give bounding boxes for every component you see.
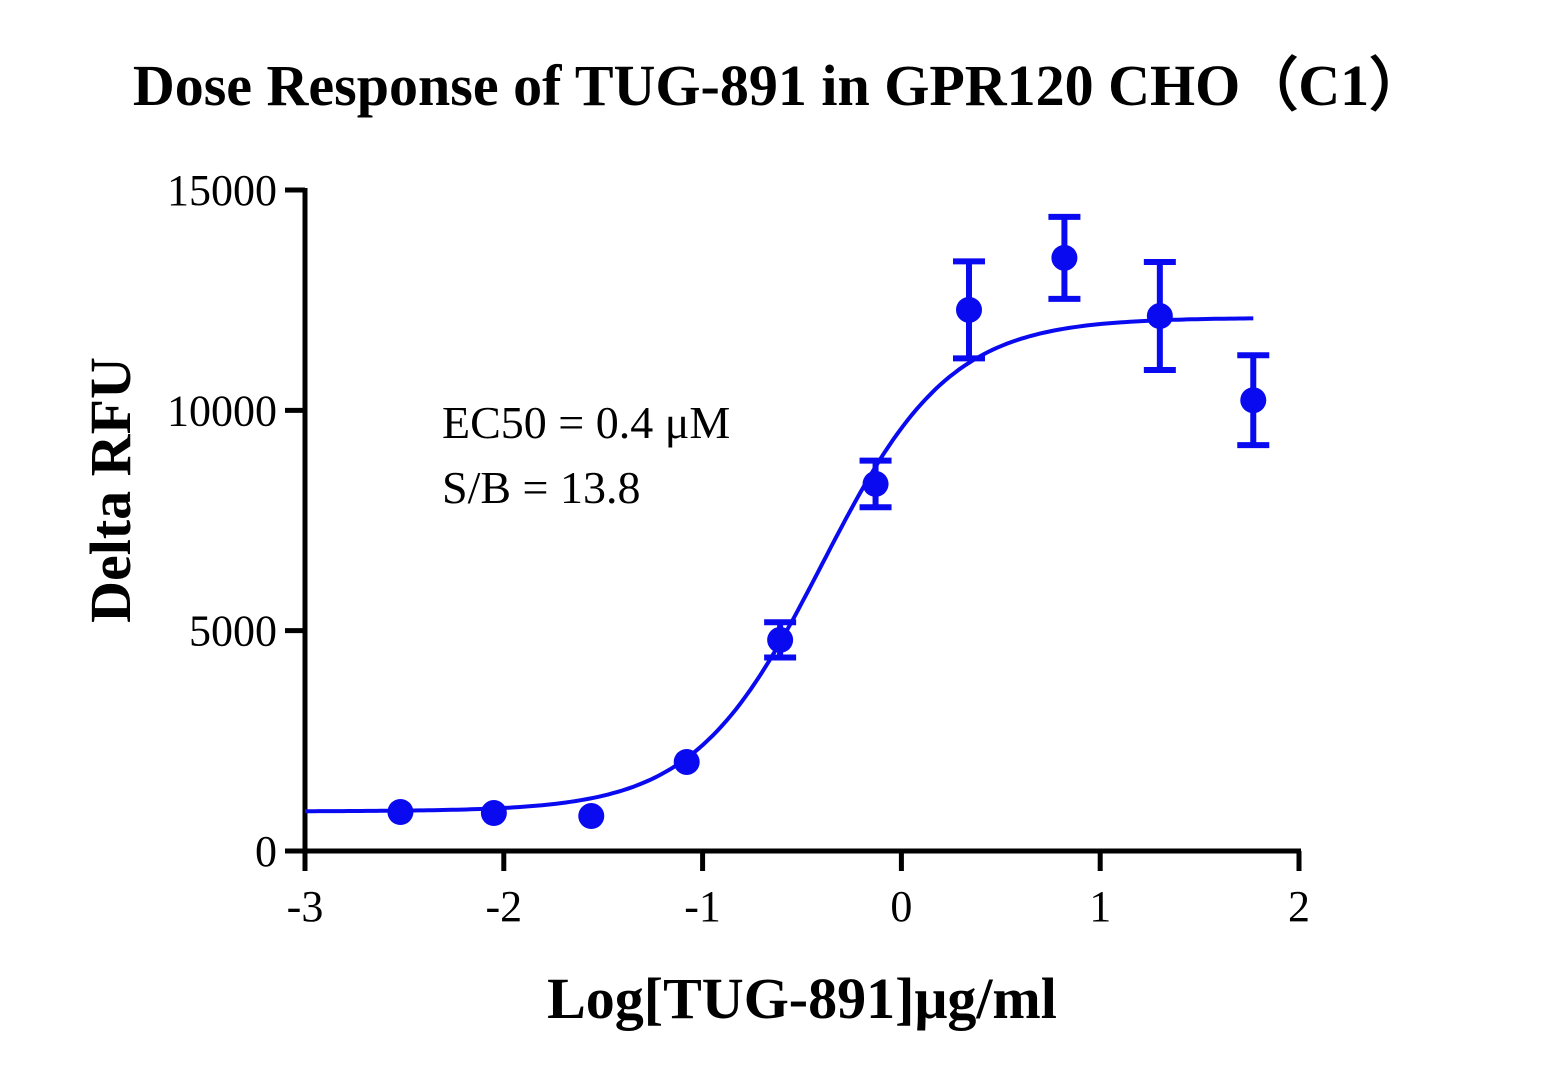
x-tick-label: 2: [1288, 882, 1310, 931]
data-point: [387, 799, 414, 826]
x-tick-label: -2: [485, 882, 522, 931]
data-point: [767, 626, 794, 653]
data-point: [578, 803, 605, 830]
x-tick-label: 1: [1089, 882, 1111, 931]
y-tick-label: 15000: [167, 166, 277, 215]
y-tick-label: 5000: [189, 607, 277, 656]
data-point: [480, 800, 507, 827]
ec50-annotation: EC50 = 0.4 μM: [442, 397, 730, 448]
data-point: [673, 748, 700, 775]
x-tick-label: -3: [287, 882, 324, 931]
sb-annotation: S/B = 13.8: [442, 462, 641, 513]
x-axis-label: Log[TUG-891]μg/ml: [547, 966, 1057, 1031]
y-tick-label: 0: [255, 827, 277, 876]
x-tick-label: -1: [684, 882, 721, 931]
chart-title: Dose Response of TUG-891 in GPR120 CHO（C…: [133, 53, 1427, 118]
data-point: [862, 470, 889, 497]
x-tick-label: 0: [890, 882, 912, 931]
data-point: [1240, 387, 1267, 414]
data-point: [955, 296, 982, 323]
y-axis-label: Delta RFU: [78, 357, 143, 623]
fit-curve: [305, 316, 1254, 814]
y-tick-label: 10000: [167, 386, 277, 435]
data-point: [1146, 303, 1173, 330]
data-point: [1051, 244, 1078, 271]
